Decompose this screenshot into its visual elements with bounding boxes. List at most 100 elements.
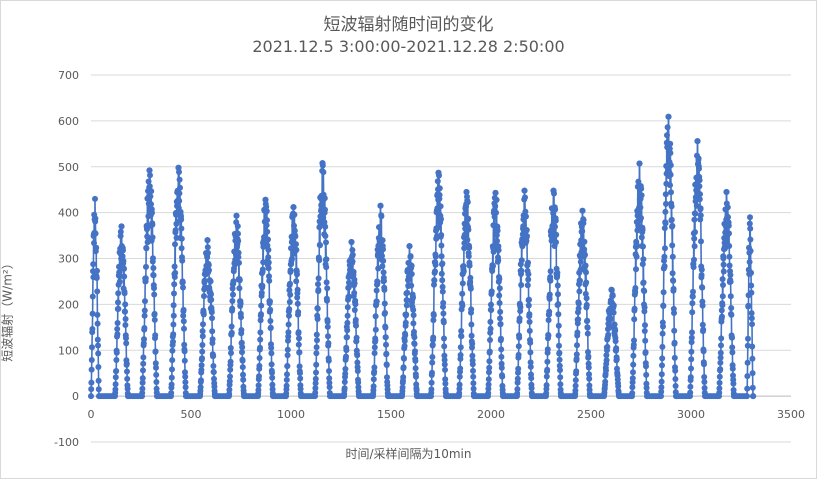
data-point	[667, 140, 674, 147]
data-point	[284, 352, 291, 359]
data-point	[170, 321, 177, 328]
data-point	[176, 190, 183, 197]
x-tick-label: 1500	[377, 408, 405, 421]
data-point	[372, 337, 379, 344]
data-point	[432, 261, 439, 268]
data-point	[629, 384, 636, 391]
data-point	[266, 277, 273, 284]
data-point	[688, 348, 695, 355]
data-point	[410, 306, 417, 313]
data-point	[401, 355, 407, 362]
data-point	[400, 374, 407, 381]
data-point	[668, 203, 675, 210]
data-point	[514, 390, 521, 397]
data-point	[236, 259, 242, 266]
data-point	[313, 331, 320, 338]
data-point	[268, 344, 275, 351]
data-point	[671, 354, 678, 361]
data-point	[640, 243, 646, 250]
data-point	[669, 222, 676, 229]
data-point	[88, 366, 95, 373]
data-point	[198, 377, 204, 384]
data-point	[493, 196, 500, 203]
data-point	[236, 277, 243, 284]
data-point	[744, 385, 751, 392]
data-point	[88, 379, 95, 386]
data-point	[468, 332, 475, 339]
data-point	[312, 385, 319, 392]
data-point	[139, 385, 146, 392]
data-point	[575, 305, 582, 312]
data-point	[514, 386, 521, 393]
data-point	[406, 243, 413, 250]
data-point	[235, 249, 242, 256]
data-point	[488, 301, 494, 308]
data-point	[723, 237, 729, 244]
data-point	[630, 361, 637, 368]
data-point	[552, 206, 559, 213]
y-tick-label: 400	[58, 207, 79, 220]
data-point	[412, 348, 418, 355]
data-point	[92, 215, 99, 222]
data-point	[497, 321, 504, 327]
data-point	[411, 328, 417, 335]
data-point	[553, 239, 559, 246]
y-tick-label: 700	[58, 69, 79, 82]
data-point	[403, 302, 410, 309]
data-point	[145, 178, 152, 185]
data-point	[207, 278, 214, 285]
data-point	[516, 334, 523, 341]
data-point	[527, 349, 534, 356]
data-point	[441, 357, 448, 363]
y-tick-label: 100	[58, 344, 79, 357]
data-point	[717, 349, 724, 356]
data-point	[295, 329, 302, 336]
data-point	[729, 334, 735, 341]
data-point	[352, 301, 359, 308]
data-point	[716, 373, 723, 380]
data-point	[344, 312, 351, 319]
data-point	[603, 352, 610, 359]
data-point	[726, 230, 732, 237]
data-point	[150, 255, 156, 262]
data-point	[701, 379, 708, 385]
data-point	[171, 290, 177, 297]
data-point	[466, 244, 473, 251]
data-point	[169, 366, 175, 373]
data-point	[265, 246, 272, 253]
data-point	[140, 360, 147, 367]
data-point	[429, 354, 436, 360]
data-point	[240, 371, 246, 378]
data-point	[122, 301, 129, 308]
data-point	[544, 358, 551, 365]
data-point	[94, 311, 101, 318]
data-point	[199, 355, 205, 362]
data-point	[201, 293, 207, 300]
data-point	[349, 258, 356, 265]
data-point	[658, 388, 665, 395]
data-point	[149, 221, 156, 228]
data-point	[197, 384, 204, 391]
data-point	[265, 236, 271, 243]
data-point	[696, 183, 703, 190]
data-point	[402, 332, 409, 339]
data-point	[630, 352, 637, 359]
data-point	[88, 386, 95, 393]
data-point	[615, 383, 622, 390]
data-point	[660, 289, 667, 296]
data-point	[659, 355, 666, 362]
data-point	[149, 209, 155, 216]
data-point	[268, 361, 275, 368]
data-point	[631, 305, 638, 312]
data-point	[94, 288, 101, 295]
data-point	[526, 311, 533, 318]
data-point	[90, 261, 97, 268]
data-point	[747, 247, 754, 254]
data-point	[378, 213, 385, 220]
data-point	[233, 212, 240, 219]
data-point	[413, 373, 419, 380]
data-point	[176, 197, 183, 204]
data-point	[643, 363, 649, 370]
data-point	[579, 207, 586, 214]
data-point	[349, 251, 356, 258]
